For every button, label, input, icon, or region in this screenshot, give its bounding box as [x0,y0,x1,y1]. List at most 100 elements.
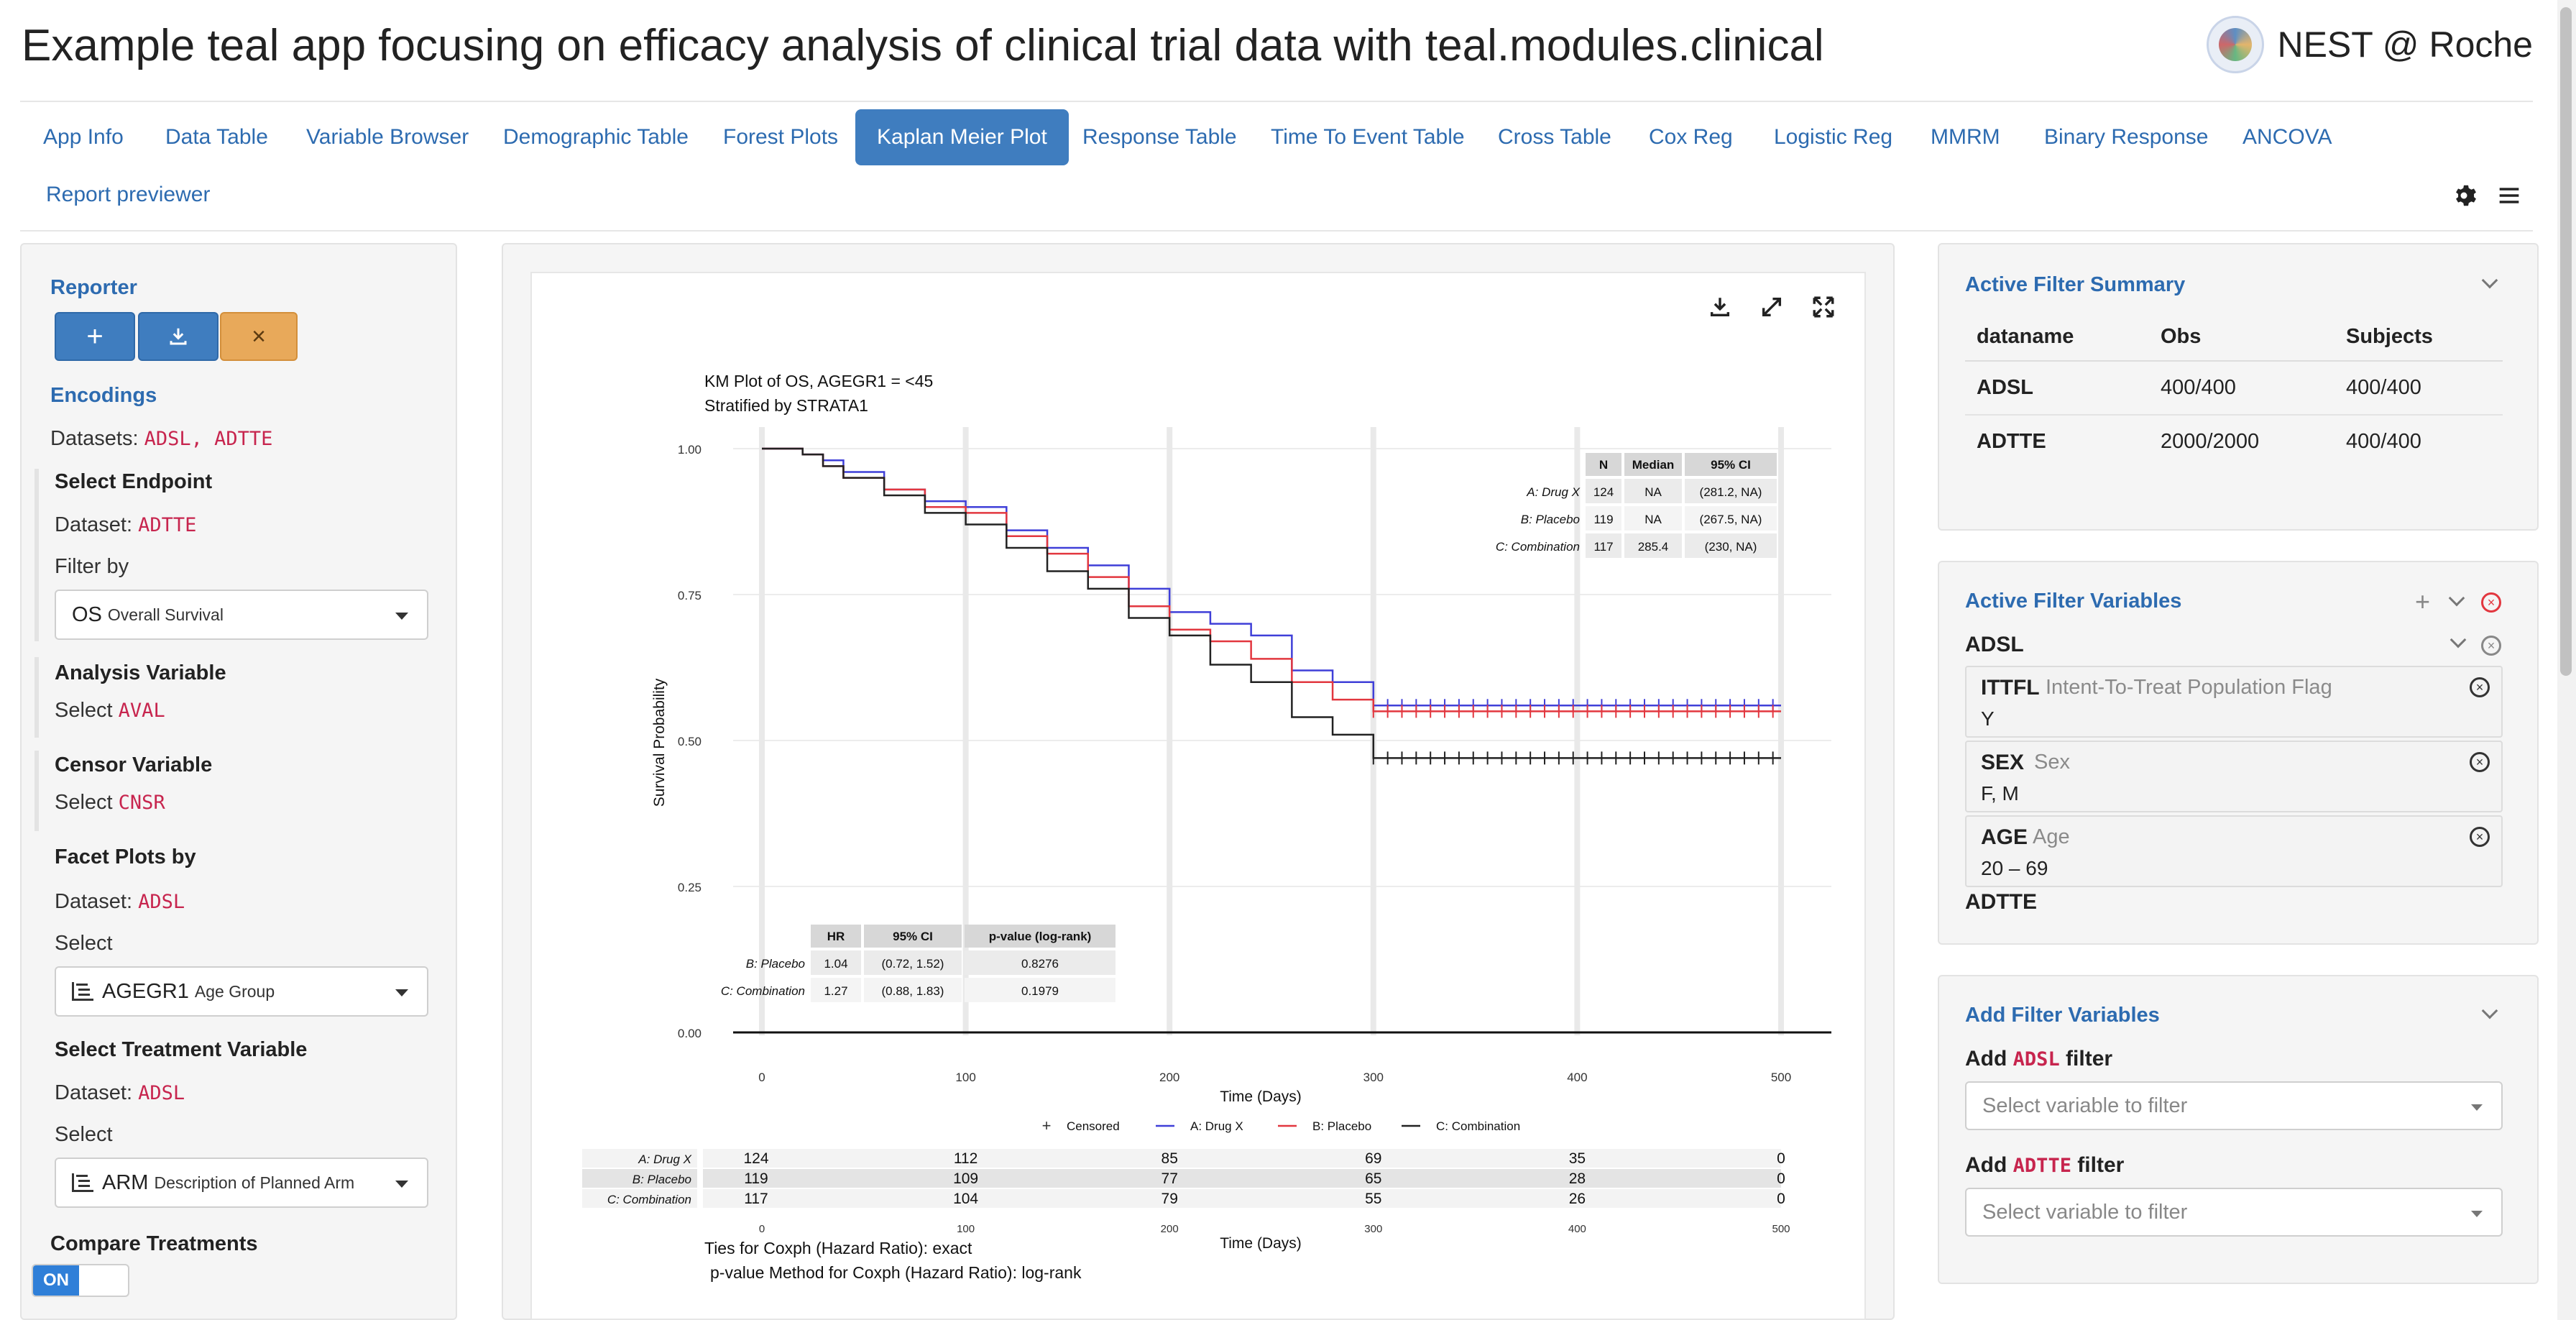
risk-x-tick-label: 400 [1568,1223,1586,1235]
filter-card-sex[interactable]: SEX Sex F, M × [1965,741,2503,812]
hr-row-label: B: Placebo [746,957,805,971]
filter-card-ittfl[interactable]: ITTFL Intent-To-Treat Population Flag Y … [1965,666,2503,738]
risk-x-tick-label: 500 [1772,1223,1790,1235]
hamburger-icon[interactable] [2497,184,2521,207]
tab-time-to-event-table[interactable]: Time To Event Table [1271,125,1465,149]
download-report-button[interactable] [138,312,218,361]
survival-curves [762,447,1781,765]
datasets-label: Datasets: ADSL, ADTTE [50,427,273,450]
tab-demographic-table[interactable]: Demographic Table [503,125,689,149]
tab-report-previewer[interactable]: Report previewer [46,183,211,206]
hr-cell-bg [965,978,1116,1002]
reset-report-button[interactable]: × [220,312,298,361]
risk-x-tick-label: 100 [957,1223,975,1235]
risk-row-bg [703,1169,1781,1188]
adsl-filter-select[interactable]: Select variable to filter [1965,1081,2503,1130]
treatment-dataset-label: Dataset: ADSL [55,1081,185,1104]
hr-cell-bg [864,978,962,1002]
x-tick-label: 400 [1567,1071,1587,1084]
download-icon[interactable] [1708,295,1732,319]
app-title: Example teal app focusing on efficacy an… [22,21,1824,70]
risk-x-tick-label: 300 [1364,1223,1382,1235]
filter-card-age[interactable]: AGE Age 20 – 69 × [1965,815,2503,887]
hr-cell-bg [811,978,861,1002]
treatment-select[interactable]: ARM Description of Planned Arm [55,1158,428,1208]
hr-cell: 1.27 [824,984,847,998]
median-cell-bg [1685,479,1777,503]
median-header-cell [1624,453,1682,476]
compare-treatments-title: Compare Treatments [50,1232,258,1255]
section-bar [34,751,39,831]
tab-kaplan-meier-plot[interactable]: Kaplan Meier Plot [855,109,1069,165]
hr-header-label: p-value (log-rank) [989,930,1092,943]
adtte-group-label: ADTTE [1965,890,2037,914]
risk-cell: 0 [1777,1150,1785,1167]
analysis-variable-title: Analysis Variable [55,661,226,684]
median-cell: (281.2, NA) [1700,485,1762,499]
legend-label: C: Combination [1436,1119,1520,1133]
tab-ancova[interactable]: ANCOVA [2242,125,2332,149]
chevron-down-icon [2471,1104,2483,1111]
tab-binary-response[interactable]: Binary Response [2044,125,2209,149]
tab-variable-browser[interactable]: Variable Browser [306,125,469,149]
adtte-filter-select[interactable]: Select variable to filter [1965,1188,2503,1237]
tab-cox-reg[interactable]: Cox Reg [1649,125,1733,149]
censor-variable-title: Censor Variable [55,753,213,776]
endpoint-select[interactable]: OS Overall Survival [55,590,428,640]
hr-cell-bg [811,950,861,975]
tab-logistic-reg[interactable]: Logistic Reg [1774,125,1893,149]
x-tick-label: 100 [955,1071,975,1084]
median-cell-bg [1586,479,1622,503]
hr-header-cell [965,925,1116,948]
footnote-ties: Ties for Coxph (Hazard Ratio): exact [704,1239,972,1257]
y-tick-label: 0.75 [678,589,702,602]
filter-summary-table: dataname Obs Subjects ADSL 400/400 400/400… [1965,313,2503,468]
remove-all-filters-icon[interactable]: × [2481,592,2501,613]
facet-select[interactable]: AGEGR1 Age Group [55,966,428,1017]
x-axis-label: Time (Days) [1220,1088,1302,1105]
risk-cell: 0 [1777,1191,1785,1207]
km-chart: 0.00 0.25 0.50 0.75 1.00 0 0 100 100 200 200 300 300… [582,372,1831,1282]
toggle-on-label: ON [33,1265,79,1296]
remove-adsl-filters-icon[interactable]: × [2481,636,2501,656]
nest-logo-icon [2207,16,2265,73]
column-header: dataname [1965,313,2149,362]
median-cell: 285.4 [1638,540,1669,554]
add-filter-icon[interactable]: + [2415,587,2431,616]
tabs-divider [20,230,2533,232]
add-report-card-button[interactable]: + [55,312,135,361]
censor-variable-value[interactable]: Select CNSR [55,791,165,814]
risk-cell: 55 [1365,1191,1381,1207]
risk-cell: 69 [1365,1150,1381,1167]
tab-data-table[interactable]: Data Table [165,125,268,149]
median-cell: 119 [1593,513,1613,526]
fullscreen-icon[interactable] [1811,295,1836,319]
remove-filter-icon[interactable]: × [2470,752,2490,772]
scrollbar-thumb[interactable] [2560,7,2572,676]
chart-icon [72,1173,93,1192]
risk-cell: 79 [1162,1191,1178,1207]
legend-label: B: Placebo [1312,1119,1371,1133]
remove-filter-icon[interactable]: × [2470,827,2490,847]
remove-filter-icon[interactable]: × [2470,677,2490,697]
median-header-label: Median [1632,458,1675,472]
risk-row-label: C: Combination [607,1193,691,1206]
risk-label-bg [582,1149,697,1168]
tab-app-info[interactable]: App Info [43,125,124,149]
gear-icon[interactable] [2451,183,2477,208]
endpoint-filter-label: Filter by [55,555,129,578]
tab-mmrm[interactable]: MMRM [1931,125,2000,149]
x-tick-label: 300 [1363,1071,1384,1084]
analysis-variable-value[interactable]: Select AVAL [55,699,165,722]
median-cell-bg [1624,533,1682,558]
hr-cell-bg [965,950,1116,975]
expand-icon[interactable] [1760,295,1784,319]
risk-cell: 0 [1777,1170,1785,1187]
compare-treatments-toggle[interactable]: ON [32,1264,129,1297]
reporter-title: Reporter [50,276,137,299]
hr-row-label: C: Combination [721,984,805,998]
legend-label: Censored [1067,1119,1120,1133]
tab-cross-table[interactable]: Cross Table [1498,125,1611,149]
tab-response-table[interactable]: Response Table [1082,125,1237,149]
tab-forest-plots[interactable]: Forest Plots [723,125,839,149]
